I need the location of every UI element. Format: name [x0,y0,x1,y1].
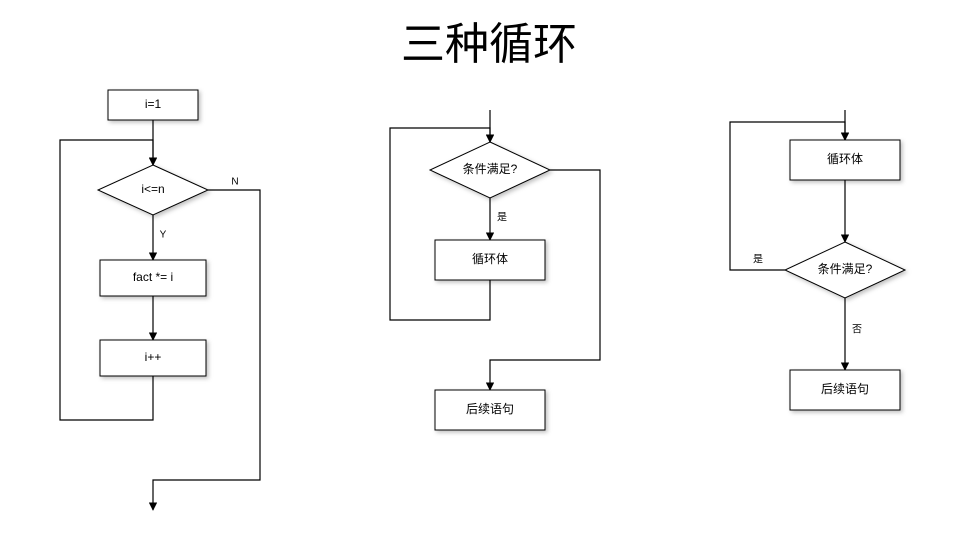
process-label: fact *= i [133,270,173,284]
process-label: 后续语句 [821,382,869,396]
process-label: i++ [145,350,162,364]
edge-label: N [231,177,238,188]
flowchart-dowhile: 是否 循环体条件满足? 后续语句 [700,110,950,490]
decision-label: i<=n [141,182,164,196]
decision-label: 条件满足? [463,162,518,176]
process-label: 循环体 [472,252,508,266]
edge-label: Y [160,230,167,241]
process-label: i=1 [145,97,162,111]
flowchart-for: Y Ni=1 i<=n fact *= i i++ [30,80,290,520]
flowchart-while: 是 条件满足? 循环体后续语句 [360,110,640,510]
edge-label: 是 [753,254,763,266]
edge-label: 是 [497,212,507,224]
process-label: 循环体 [827,152,863,166]
process-label: 后续语句 [466,402,514,416]
edge-label: 否 [852,324,862,336]
page-title: 三种循环 [0,8,978,72]
decision-label: 条件满足? [818,262,873,276]
